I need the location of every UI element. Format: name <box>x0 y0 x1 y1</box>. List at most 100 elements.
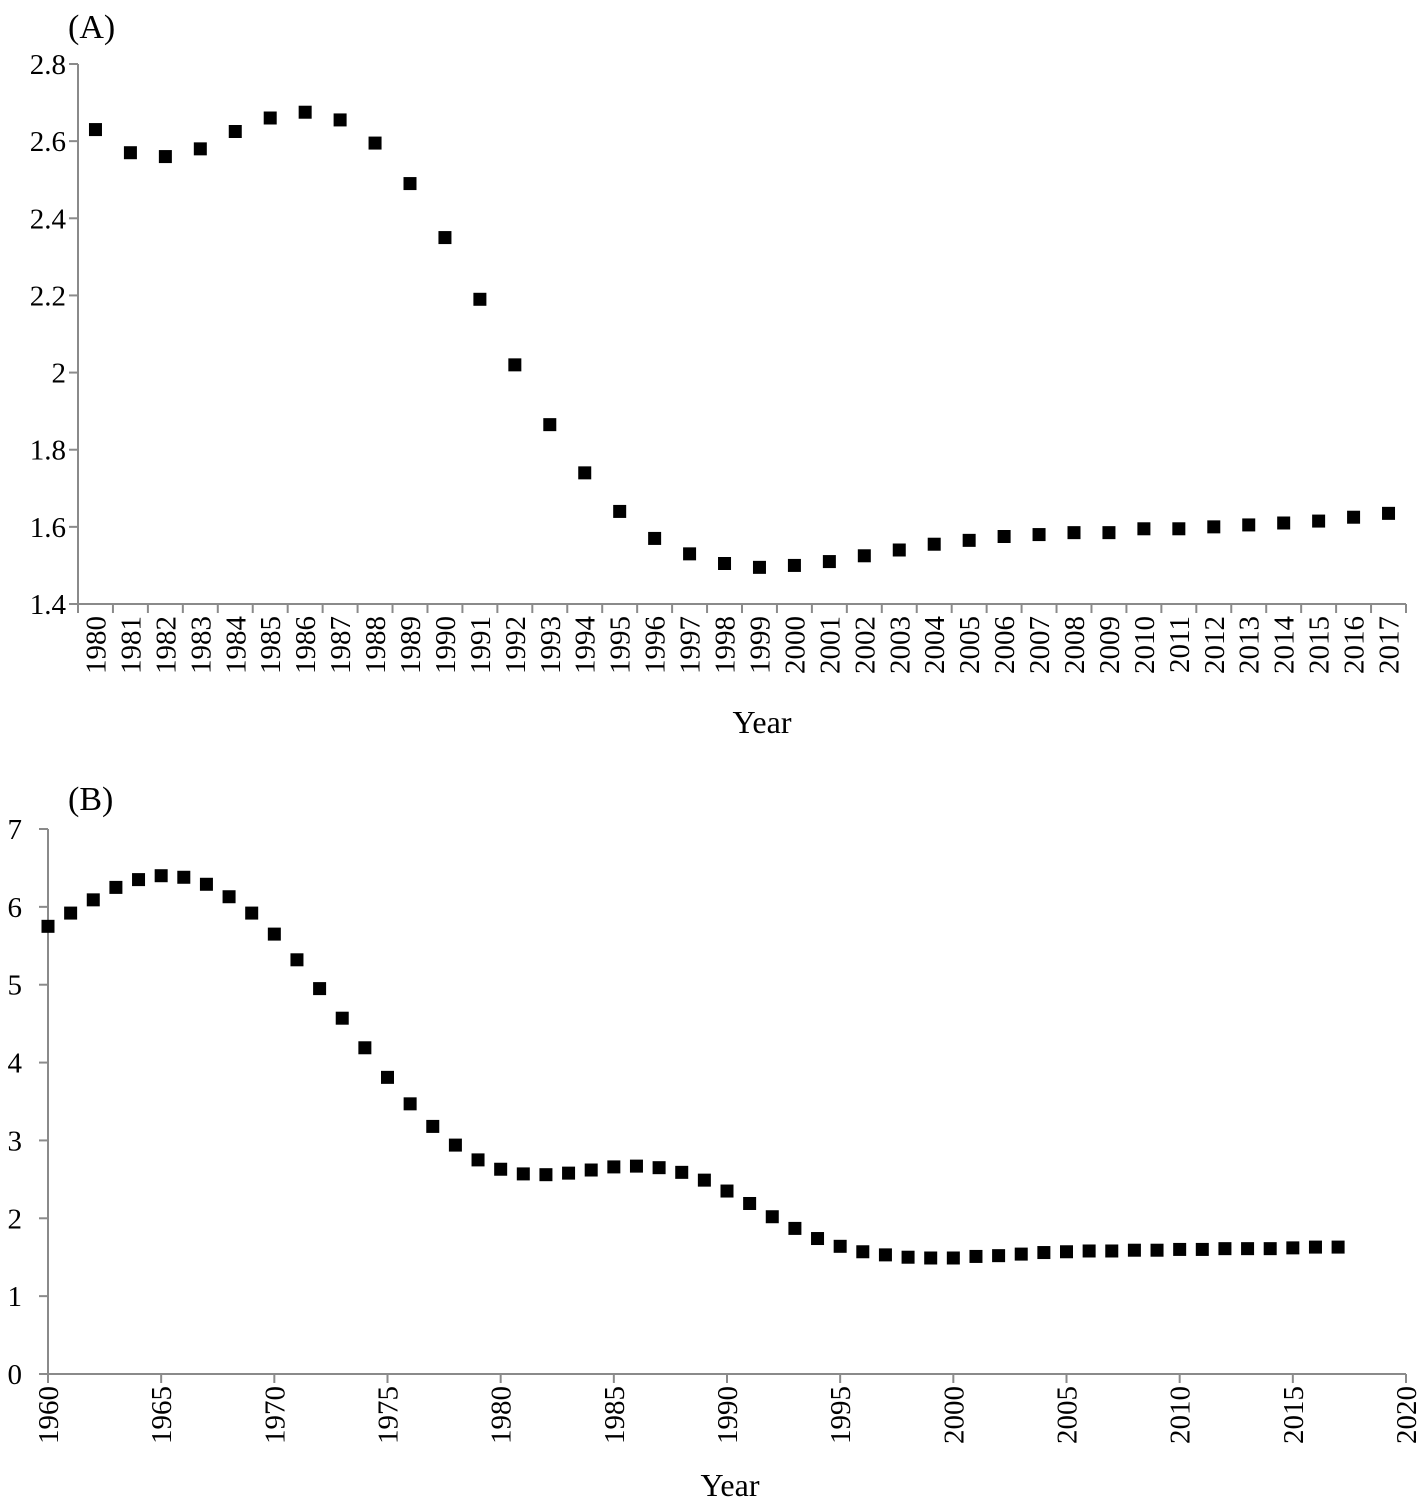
panel-b-data-point <box>199 877 213 891</box>
panel-b-data-point <box>1060 1245 1073 1259</box>
panel-a-data-point <box>543 418 557 432</box>
panel-a-data-point <box>1207 520 1221 534</box>
panel-b-data-point <box>403 1097 417 1111</box>
panel-a-y-tick-label: 1.4 <box>30 589 67 621</box>
panel-b-data-point <box>856 1245 870 1259</box>
panel-b-data-point <box>358 1041 372 1055</box>
panel-a-data-point <box>438 231 452 245</box>
panel-a-data-point <box>857 549 871 563</box>
panel-b-y-tick-label: 6 <box>8 892 23 924</box>
panel-a-x-tick-label: 2014 <box>1269 616 1301 675</box>
panel-b-data-point <box>41 919 55 933</box>
panel-b-data-point <box>697 1173 711 1187</box>
panel-a-x-tick-label: 1992 <box>500 616 532 674</box>
panel-b-y-tick-label: 3 <box>8 1125 23 1157</box>
panel-b-data-point <box>1173 1242 1187 1256</box>
panel-a-x-tick-label: 1982 <box>150 616 182 674</box>
panel-a-data-point <box>927 537 941 551</box>
panel-a-data-point <box>997 530 1011 543</box>
panel-a-x-tick-label: 1990 <box>430 616 462 674</box>
panel-a-x-tick-label: 1984 <box>220 616 252 675</box>
panel-b-data-point <box>132 873 146 887</box>
panel-b-data-point <box>743 1196 757 1210</box>
panel-b-label: (B) <box>68 781 113 818</box>
panel-b-data-point <box>1150 1243 1164 1257</box>
panel-a-data-point <box>298 105 312 119</box>
panel-a-data-point <box>613 504 627 518</box>
panel-a-x-tick-label: 2007 <box>1024 616 1056 674</box>
panel-a-x-tick-label: 2000 <box>779 616 811 674</box>
panel-a-x-tick-label: 2017 <box>1374 616 1406 674</box>
panel-b-data-point <box>1037 1246 1051 1260</box>
panel-b-data-point <box>1241 1242 1255 1256</box>
panel-a-x-tick-label: 2016 <box>1339 616 1371 674</box>
panel-a-x-tick-label: 1985 <box>255 616 287 674</box>
panel-b-data-point <box>177 870 191 884</box>
panel-b-data-point <box>1195 1242 1209 1256</box>
panel-b-data-point <box>992 1249 1006 1263</box>
panel-b-x-tick-label: 1965 <box>146 1386 178 1444</box>
panel-a-data-point <box>368 136 382 150</box>
panel-a-data-point <box>123 146 137 160</box>
panel-b-data-point <box>675 1165 689 1179</box>
panel-b-data-point <box>64 906 78 920</box>
panel-b-data-point <box>290 953 304 967</box>
panel-a-data-point <box>1277 516 1291 530</box>
panel-a-x-tick-label: 2003 <box>884 616 916 674</box>
panel-a-data-point <box>228 125 242 138</box>
panel-b-data-point <box>1082 1244 1096 1258</box>
panel-a-data-point <box>1032 528 1046 542</box>
panel-b-x-tick-label: 1985 <box>599 1386 631 1444</box>
panel-b-x-tick-label: 1970 <box>259 1386 291 1444</box>
panel-a-data-point <box>752 560 766 574</box>
panel-b-data-point <box>1331 1240 1345 1254</box>
panel-b-data-point <box>901 1250 915 1264</box>
panel-b-data-point <box>448 1138 462 1152</box>
panel-b-data-point <box>426 1119 440 1133</box>
panel-a-x-tick-label: 2011 <box>1164 616 1196 673</box>
panel-a-y-tick-label: 2.4 <box>30 203 67 235</box>
panel-a-data-point <box>1347 510 1361 524</box>
panel-b-data-point <box>924 1251 938 1265</box>
panel-a-data-point <box>787 558 801 572</box>
panel-b-data-point <box>154 869 168 883</box>
panel-a-data-point <box>1102 526 1116 540</box>
panel-a-x-axis-title: Year <box>733 704 792 740</box>
panel-b-y-tick-label: 2 <box>8 1203 23 1235</box>
panel-b-data-point <box>313 982 327 996</box>
panel-a-y-tick-label: 2.2 <box>30 280 66 312</box>
panel-b-x-ticks: 1960 1965 1970 1975 1980 1985 1990 1995 2000 2005… <box>33 1374 1423 1444</box>
panel-b-data-point <box>1308 1240 1322 1254</box>
panel-a-data-point <box>508 358 522 372</box>
panel-b-data-point <box>946 1251 960 1265</box>
panel-b-data-point <box>607 1160 621 1174</box>
panel-b-data-point <box>1127 1243 1141 1257</box>
panel-b-x-tick-label: 2015 <box>1278 1386 1310 1444</box>
panel-b-data-point <box>335 1011 349 1025</box>
panel-a-x-tick-label: 1988 <box>360 616 392 674</box>
panel-a-data-point <box>473 292 487 306</box>
panel-a-data-point <box>1242 518 1256 532</box>
panel-a-data-points <box>88 105 1396 574</box>
panel-b-x-tick-label: 1990 <box>712 1386 744 1444</box>
panel-a-x-tick-label: 2004 <box>919 616 951 675</box>
panel-b-data-point <box>1263 1242 1277 1256</box>
panel-a-x-tick-label: 2015 <box>1304 616 1336 674</box>
panel-a: (A) 1.41.61.822.22.42.62.8 1980 1981 1982 1… <box>30 9 1407 740</box>
panel-b-data-point <box>1286 1241 1300 1255</box>
panel-b-data-point <box>720 1184 734 1198</box>
panel-a-data-point <box>1172 522 1186 536</box>
panel-a-x-tick-label: 2010 <box>1129 616 1161 674</box>
panel-a-x-tick-label: 2002 <box>849 616 881 674</box>
panel-a-data-point <box>88 123 102 137</box>
panel-b-x-tick-label: 1975 <box>373 1386 405 1444</box>
panel-a-y-tick-label: 2.6 <box>30 126 66 158</box>
panel-b-data-point <box>1105 1244 1119 1258</box>
panel-a-data-point <box>403 177 417 191</box>
panel-b-x-tick-label: 1980 <box>486 1386 518 1444</box>
panel-a-x-tick-label: 1986 <box>290 616 322 674</box>
panel-a-x-tick-label: 2006 <box>989 616 1021 674</box>
panel-a-data-point <box>158 150 172 164</box>
panel-a-x-tick-label: 2005 <box>954 616 986 674</box>
panel-b-data-point <box>788 1221 802 1235</box>
